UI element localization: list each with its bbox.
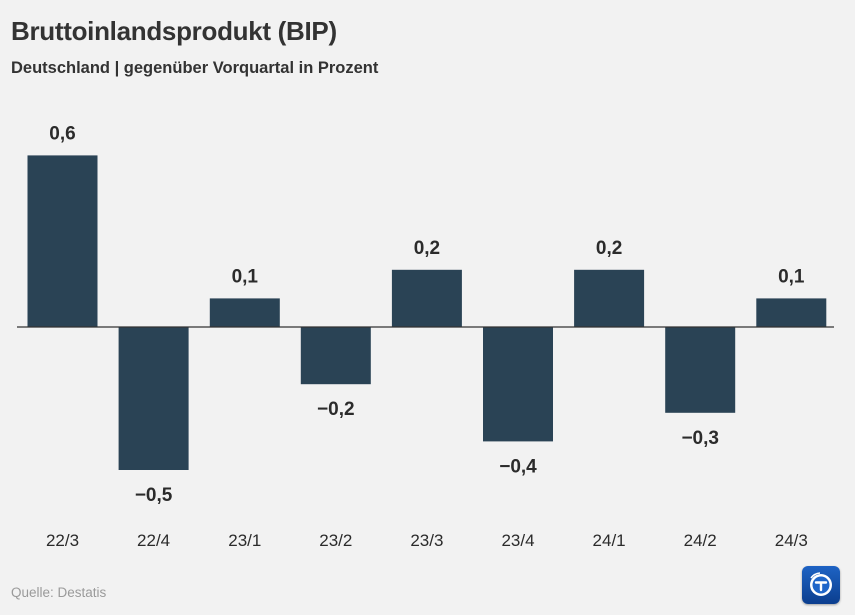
tagesschau-logo-icon bbox=[802, 566, 840, 604]
bar-24-2 bbox=[665, 327, 736, 413]
bar-24-1 bbox=[574, 269, 645, 327]
x-tick-label: 24/3 bbox=[775, 531, 808, 550]
bar-chart: 0,6 22/3 −0,5 22/4 0,1 23/1 −0,2 23/2 0,2 23/3 −0,… bbox=[17, 123, 834, 550]
x-tick-label: 23/2 bbox=[319, 531, 352, 550]
source-note: Quelle: Destatis bbox=[11, 585, 107, 600]
x-tick-label: 24/1 bbox=[593, 531, 626, 550]
bar-23-2 bbox=[300, 327, 371, 385]
chart-title: Bruttoinlandsprodukt (BIP) bbox=[11, 16, 337, 46]
bar-23-1 bbox=[209, 298, 280, 327]
x-tick-label: 22/3 bbox=[46, 531, 79, 550]
data-label: −0,5 bbox=[135, 485, 173, 506]
x-tick-label: 23/3 bbox=[410, 531, 443, 550]
bar-23-3 bbox=[391, 269, 462, 327]
bar-22-3 bbox=[27, 155, 98, 327]
data-label: −0,3 bbox=[681, 428, 719, 449]
bar-22-4 bbox=[118, 327, 189, 470]
data-label: 0,1 bbox=[778, 266, 805, 287]
bar-23-4 bbox=[483, 327, 553, 442]
x-tick-label: 24/2 bbox=[684, 531, 717, 550]
data-label: 0,6 bbox=[49, 123, 75, 144]
data-label: −0,2 bbox=[317, 399, 355, 420]
chart-subtitle: Deutschland | gegenüber Vorquartal in Pr… bbox=[11, 59, 379, 77]
data-label: 0,2 bbox=[596, 238, 622, 259]
x-tick-label: 23/1 bbox=[228, 531, 261, 550]
x-tick-label: 22/4 bbox=[137, 531, 170, 550]
data-label: 0,2 bbox=[414, 238, 440, 259]
x-tick-label: 23/4 bbox=[501, 531, 534, 550]
data-label: 0,1 bbox=[232, 266, 259, 287]
bar-24-3 bbox=[756, 298, 827, 327]
data-label: −0,4 bbox=[499, 456, 537, 477]
